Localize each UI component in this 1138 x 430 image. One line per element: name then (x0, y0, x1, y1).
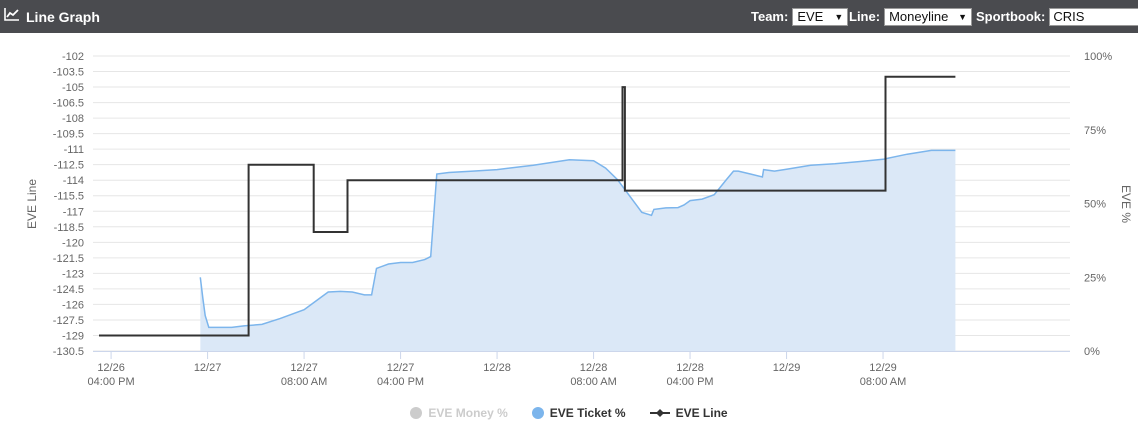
team-select[interactable]: EVE ▼ (792, 7, 849, 26)
legend-label-ticket: EVE Ticket % (549, 406, 626, 420)
y-left-tick-label: -114 (63, 175, 84, 187)
x-tick-label-date: 12/28 (676, 362, 704, 374)
sportsbook-input[interactable]: CRIS (1049, 7, 1138, 26)
ticket-area-layer (199, 149, 956, 351)
y-left-tick-label: -129 (62, 330, 84, 342)
legend-marker-ticket (531, 407, 544, 419)
line-control: Line: Moneyline ▼ (849, 0, 973, 33)
line-chart-icon (4, 7, 20, 26)
y-left-tick-label: -126 (62, 299, 84, 311)
y-left-tick-label: -115.5 (54, 191, 84, 203)
legend-label-line: EVE Line (675, 406, 728, 420)
x-tick-label-date: 12/27 (290, 362, 318, 374)
x-tick-label-date: 12/29 (869, 362, 897, 374)
line-graph-chart: -102 -103.5 -105 -106.5 -108 -109.5 -111 -112.5… (25, 51, 1133, 388)
legend-item-money[interactable]: EVE Money % (410, 406, 508, 420)
line-series-layer (99, 75, 956, 337)
x-tick-label-time: 04:00 PM (667, 376, 714, 388)
y-left-tick-label: -127.5 (53, 315, 84, 327)
sportsbook-input-value: CRIS (1053, 9, 1085, 24)
legend-marker-line (649, 409, 670, 417)
y-right-tick-label: 25% (1084, 272, 1106, 284)
y-right-tick-label: 50% (1084, 199, 1106, 211)
y-right-tick-label: 75% (1084, 125, 1106, 137)
ticket-series-line (199, 149, 956, 329)
y-left-tick-label: -118.5 (54, 222, 84, 234)
x-tick-label-time: 08:00 AM (860, 376, 906, 388)
x-tick-label-date: 12/26 (97, 362, 125, 374)
legend-label-money: EVE Money % (428, 406, 508, 420)
y-left-tick-label: -102 (62, 51, 84, 63)
x-tick-label-date: 12/28 (483, 362, 511, 374)
page-title: Line Graph (26, 8, 100, 25)
y-left-tick-label: -105 (62, 82, 84, 94)
x-tick-label-time: 08:00 AM (570, 376, 616, 388)
title-group: Line Graph (4, 0, 100, 33)
chart-legend: EVE Money % EVE Ticket % EVE Line (0, 406, 1138, 420)
dropdown-arrow-icon: ▼ (958, 11, 968, 22)
line-select-value: Moneyline (889, 9, 949, 24)
line-label: Line: (849, 9, 881, 24)
axis-layer: -102 -103.5 -105 -106.5 -108 -109.5 -111 -112.5… (53, 51, 1113, 388)
y-left-tick-label: -112.5 (54, 160, 84, 172)
x-tick-label-time: 04:00 PM (88, 376, 135, 388)
sportsbook-label: Sportbook: (976, 9, 1046, 24)
header-bar: Line Graph Team: EVE ▼ Line: Moneyline ▼… (0, 0, 1138, 33)
team-control: Team: EVE ▼ (751, 0, 849, 33)
y-right-tick-label: 0% (1084, 346, 1100, 358)
y-left-tick-label: -130.5 (53, 346, 84, 358)
x-tick-label-date: 12/27 (194, 362, 222, 374)
y-left-tick-label: -108 (62, 113, 84, 125)
y-left-tick-label: -111 (64, 144, 84, 156)
y-left-tick-label: -123 (62, 268, 84, 280)
y-right-axis-title: EVE % (1119, 185, 1133, 223)
ticket-area-fill (200, 150, 956, 351)
eve-line-series (99, 75, 956, 337)
legend-item-line[interactable]: EVE Line (649, 406, 728, 420)
y-left-tick-label: -117 (63, 206, 84, 218)
y-left-tick-label: -121.5 (53, 253, 84, 265)
y-left-axis-title: EVE Line (25, 179, 39, 229)
x-tick-label-time: 04:00 PM (377, 376, 424, 388)
y-left-tick-label: -106.5 (53, 98, 84, 110)
y-left-tick-label: -120 (62, 237, 84, 249)
y-left-tick-label: -103.5 (53, 67, 84, 79)
team-label: Team: (751, 9, 789, 24)
team-select-value: EVE (797, 9, 824, 24)
line-select[interactable]: Moneyline ▼ (884, 7, 973, 26)
dropdown-arrow-icon: ▼ (834, 11, 844, 22)
x-tick-label-date: 12/29 (773, 362, 801, 374)
x-tick-label-date: 12/28 (580, 362, 608, 374)
x-tick-label-date: 12/27 (387, 362, 415, 374)
y-right-tick-label: 100% (1084, 51, 1112, 63)
x-tick-label-time: 08:00 AM (281, 376, 327, 388)
y-left-tick-label: -109.5 (53, 129, 84, 141)
sportsbook-control: Sportbook: CRIS (976, 0, 1138, 33)
legend-marker-money (410, 407, 423, 419)
y-left-tick-label: -124.5 (53, 284, 84, 296)
legend-item-ticket[interactable]: EVE Ticket % (531, 406, 626, 420)
